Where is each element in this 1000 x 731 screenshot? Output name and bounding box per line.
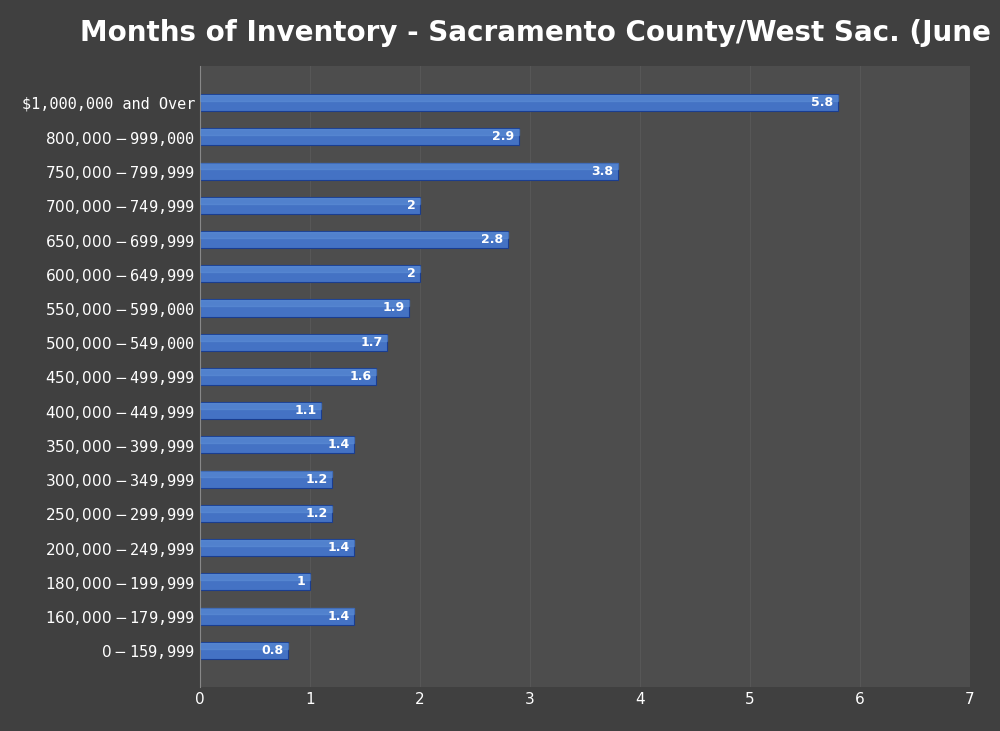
Text: 2.9: 2.9: [492, 130, 515, 143]
Bar: [200, 403, 321, 409]
Text: 2: 2: [407, 199, 416, 212]
Bar: [200, 300, 409, 306]
Bar: [200, 437, 354, 443]
Text: 1.1: 1.1: [294, 404, 317, 417]
Text: 2: 2: [407, 268, 416, 280]
Bar: [200, 574, 310, 580]
Bar: [200, 162, 618, 180]
Text: 3.8: 3.8: [592, 164, 614, 178]
Text: 0.8: 0.8: [261, 644, 284, 657]
Bar: [200, 265, 420, 282]
Bar: [200, 197, 420, 214]
Bar: [200, 608, 354, 614]
Text: 1.9: 1.9: [382, 301, 405, 314]
Text: 1.2: 1.2: [305, 507, 328, 520]
Bar: [200, 642, 288, 659]
Bar: [200, 402, 321, 420]
Bar: [200, 368, 376, 385]
Bar: [200, 573, 310, 591]
Bar: [200, 266, 420, 272]
Text: 2.8: 2.8: [481, 233, 504, 246]
Bar: [200, 607, 354, 625]
Bar: [200, 506, 332, 512]
Bar: [200, 129, 519, 135]
Bar: [200, 505, 332, 522]
Bar: [200, 540, 354, 546]
Text: 1.4: 1.4: [327, 541, 350, 554]
Text: 1.6: 1.6: [349, 370, 372, 383]
Bar: [200, 163, 618, 170]
Bar: [200, 197, 420, 203]
Bar: [200, 539, 354, 556]
Text: 1.4: 1.4: [327, 610, 350, 623]
Bar: [200, 368, 376, 375]
Bar: [200, 94, 838, 111]
Bar: [200, 643, 288, 648]
Text: 1.7: 1.7: [360, 336, 383, 349]
Text: 1.2: 1.2: [305, 473, 328, 485]
Bar: [200, 231, 508, 248]
Text: 1: 1: [297, 575, 306, 588]
Bar: [200, 300, 409, 317]
Bar: [200, 335, 387, 341]
Bar: [200, 333, 387, 351]
Bar: [200, 471, 332, 488]
Bar: [200, 128, 519, 145]
Bar: [200, 471, 332, 477]
Text: 1.4: 1.4: [327, 439, 350, 452]
Bar: [200, 95, 838, 101]
Bar: [200, 232, 508, 238]
Title: Months of Inventory - Sacramento County/West Sac. (June 2018): Months of Inventory - Sacramento County/…: [80, 19, 1000, 47]
Bar: [200, 436, 354, 453]
Text: 5.8: 5.8: [811, 96, 834, 109]
